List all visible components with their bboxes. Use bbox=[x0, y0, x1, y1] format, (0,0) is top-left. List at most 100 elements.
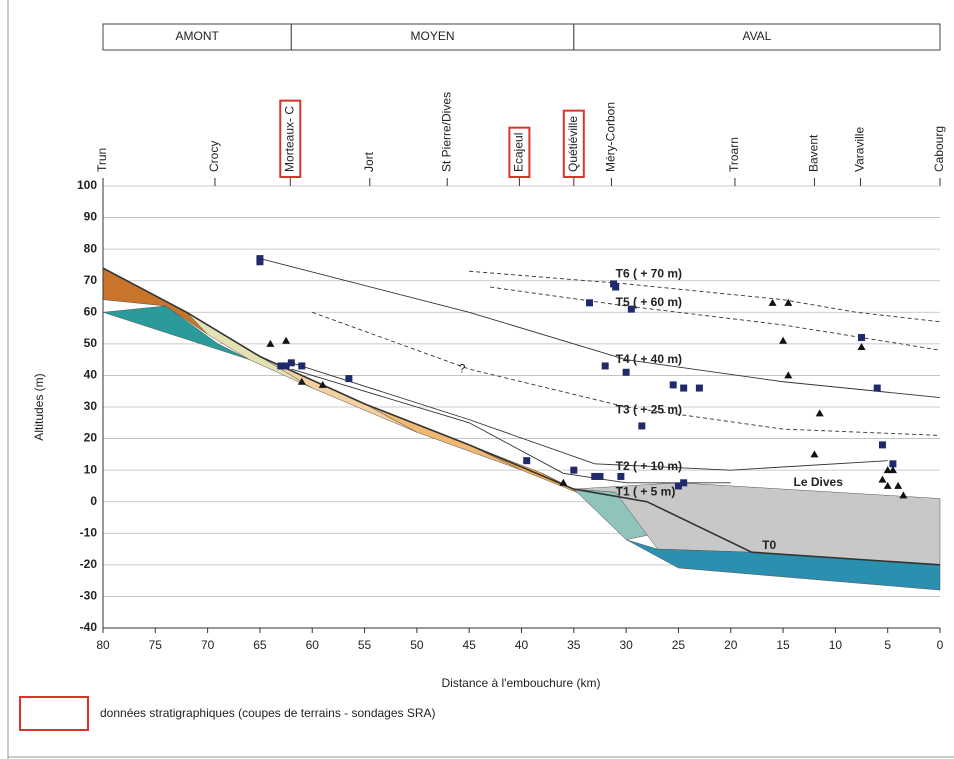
point-square bbox=[596, 472, 604, 480]
point-triangle bbox=[784, 298, 793, 306]
y-tick-label: -40 bbox=[80, 620, 98, 634]
legend-text: données stratigraphiques (coupes de terr… bbox=[100, 706, 436, 720]
point-triangle bbox=[282, 336, 291, 344]
point-square bbox=[622, 368, 630, 376]
town-label: Jort bbox=[362, 151, 376, 172]
y-tick-label: 80 bbox=[84, 241, 98, 255]
town-label: Bavent bbox=[807, 134, 821, 172]
town-label: Méry-Corbon bbox=[604, 102, 618, 172]
town-box bbox=[562, 109, 585, 178]
town-label: Troarn bbox=[727, 137, 741, 172]
point-square bbox=[889, 460, 897, 468]
x-tick-label: 45 bbox=[463, 638, 477, 652]
zone-label: AMONT bbox=[175, 29, 219, 43]
point-square bbox=[298, 362, 306, 370]
zone bbox=[573, 23, 941, 51]
x-tick-label: 20 bbox=[724, 638, 738, 652]
point-square bbox=[523, 457, 531, 465]
point-square bbox=[282, 362, 290, 370]
point-square bbox=[627, 305, 635, 313]
x-tick-label: 65 bbox=[253, 638, 267, 652]
point-triangle bbox=[888, 466, 897, 474]
y-tick-label: 100 bbox=[77, 178, 97, 192]
point-square bbox=[873, 384, 881, 392]
point-triangle bbox=[779, 336, 788, 344]
y-tick-label: 30 bbox=[84, 399, 98, 413]
x-axis-label: Distance à l'embouchure (km) bbox=[441, 676, 600, 690]
point-triangle bbox=[784, 371, 793, 379]
point-square bbox=[256, 258, 264, 266]
annotation: T6 ( + 70 m) bbox=[616, 267, 682, 281]
town-label: St Pierre/Dives bbox=[439, 92, 453, 172]
point-square bbox=[695, 384, 703, 392]
town-label: Morteaux- C bbox=[282, 106, 296, 172]
y-tick-label: 50 bbox=[84, 336, 98, 350]
x-tick-label: 55 bbox=[358, 638, 372, 652]
town-box bbox=[279, 99, 302, 178]
town-label: Ecajeul bbox=[512, 133, 526, 172]
point-triangle bbox=[899, 491, 908, 499]
town-box bbox=[508, 126, 531, 178]
annotation: ? bbox=[459, 361, 466, 375]
x-tick-label: 0 bbox=[937, 638, 944, 652]
x-tick-label: 25 bbox=[672, 638, 686, 652]
annotation: T5 ( + 60 m) bbox=[616, 295, 682, 309]
town-label: Trun bbox=[95, 148, 109, 172]
point-square bbox=[586, 299, 594, 307]
point-square bbox=[858, 334, 866, 342]
x-tick-label: 10 bbox=[829, 638, 843, 652]
point-square bbox=[638, 422, 646, 430]
point-square bbox=[277, 362, 285, 370]
terrace-line bbox=[312, 311, 941, 436]
point-square bbox=[345, 375, 353, 383]
terrace-line bbox=[259, 258, 941, 398]
point-square bbox=[617, 472, 625, 480]
y-tick-label: 70 bbox=[84, 273, 98, 287]
zone bbox=[290, 23, 575, 51]
point-triangle bbox=[318, 380, 327, 388]
terrace-line bbox=[469, 270, 941, 323]
x-tick-label: 15 bbox=[776, 638, 790, 652]
point-triangle bbox=[894, 481, 903, 489]
point-square bbox=[680, 479, 688, 487]
terrace-line bbox=[291, 368, 731, 484]
annotation: T2 ( + 10 m) bbox=[616, 459, 682, 473]
point-square bbox=[570, 466, 578, 474]
point-square bbox=[669, 381, 677, 389]
terrace-line bbox=[102, 267, 941, 566]
x-tick-label: 60 bbox=[306, 638, 320, 652]
point-triangle bbox=[883, 466, 892, 474]
point-square bbox=[680, 384, 688, 392]
point-triangle bbox=[815, 409, 824, 417]
point-triangle bbox=[883, 481, 892, 489]
point-triangle bbox=[810, 450, 819, 458]
legend-swatch bbox=[19, 696, 89, 731]
annotation: T4 ( + 40 m) bbox=[616, 352, 682, 366]
zone-label: AVAL bbox=[742, 29, 771, 43]
point-triangle bbox=[857, 343, 866, 351]
point-square bbox=[878, 441, 886, 449]
town-label: Crocy bbox=[207, 141, 221, 172]
point-square bbox=[610, 280, 618, 288]
terrace-line bbox=[490, 286, 941, 351]
x-tick-label: 80 bbox=[96, 638, 110, 652]
point-triangle bbox=[297, 377, 306, 385]
zone bbox=[102, 23, 292, 51]
point-triangle bbox=[878, 475, 887, 483]
y-tick-label: 90 bbox=[84, 210, 98, 224]
x-tick-label: 50 bbox=[410, 638, 424, 652]
point-square bbox=[591, 472, 599, 480]
y-axis-label: Altitudes (m) bbox=[32, 373, 46, 440]
point-square bbox=[674, 482, 682, 490]
y-tick-label: -30 bbox=[80, 589, 98, 603]
point-square bbox=[287, 359, 295, 367]
x-tick-label: 40 bbox=[515, 638, 529, 652]
point-triangle bbox=[768, 298, 777, 306]
y-tick-label: 60 bbox=[84, 304, 98, 318]
y-tick-label: 40 bbox=[84, 368, 98, 382]
x-tick-label: 5 bbox=[884, 638, 891, 652]
x-tick-label: 35 bbox=[567, 638, 581, 652]
y-tick-label: -20 bbox=[80, 557, 98, 571]
terrace-line bbox=[291, 362, 888, 471]
